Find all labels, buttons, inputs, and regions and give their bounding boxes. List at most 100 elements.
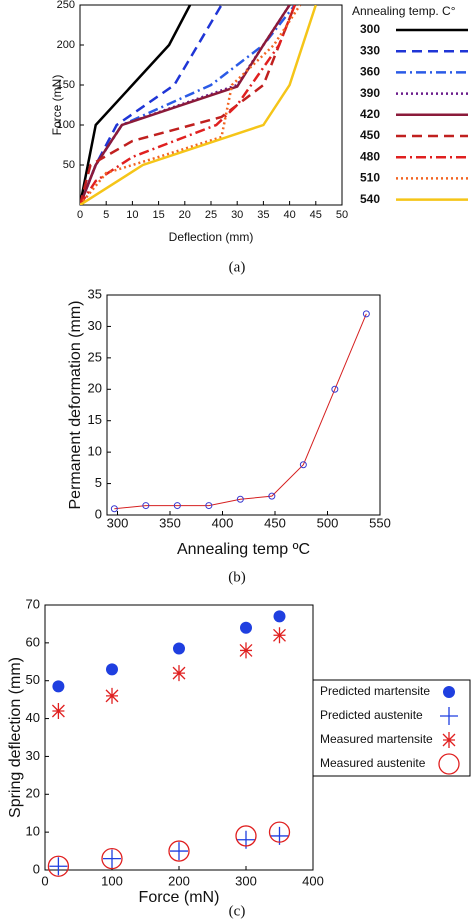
x-tick-label: 30 xyxy=(231,209,243,221)
point xyxy=(51,703,65,719)
series-line xyxy=(80,5,297,205)
y-tick-label: 50 xyxy=(63,159,75,171)
y-tick-label: 0 xyxy=(95,506,102,521)
series-line xyxy=(80,5,192,205)
y-tick-label: 15 xyxy=(88,412,102,427)
x-axis-label: Annealing temp ºC xyxy=(177,541,310,558)
y-tick-label: 50 xyxy=(26,672,40,687)
point xyxy=(236,495,244,503)
legend-label: 540 xyxy=(360,192,380,206)
plot-frame xyxy=(79,4,343,206)
point xyxy=(240,621,252,634)
x-axis-label: Force (mN) xyxy=(139,889,220,906)
y-tick-label: 0 xyxy=(33,861,40,876)
point xyxy=(273,610,286,623)
legend-label: 480 xyxy=(360,149,380,163)
x-tick-label: 200 xyxy=(168,873,190,888)
legend-label: 330 xyxy=(360,43,380,57)
point xyxy=(170,842,188,861)
legend-label: 300 xyxy=(360,22,380,36)
x-axis-label: Deflection (mm) xyxy=(169,230,254,244)
point xyxy=(49,857,68,876)
plot-frame xyxy=(106,294,381,516)
y-tick-label: 250 xyxy=(57,0,75,11)
point xyxy=(273,627,286,644)
series-line xyxy=(80,5,317,205)
point xyxy=(268,821,291,843)
x-tick-label: 550 xyxy=(369,515,391,530)
x-tick-label: 300 xyxy=(235,873,257,888)
x-tick-label: 5 xyxy=(103,209,109,221)
legend-marker xyxy=(443,686,455,698)
x-tick-label: 10 xyxy=(126,209,138,221)
series-line xyxy=(80,5,223,205)
caption: (b) xyxy=(228,569,246,585)
x-tick-label: 45 xyxy=(310,209,322,221)
series-line xyxy=(80,5,291,205)
y-tick-label: 35 xyxy=(88,286,102,301)
x-tick-label: 40 xyxy=(283,209,295,221)
y-tick-label: 10 xyxy=(88,444,102,459)
legend-label: Measured martensite xyxy=(320,732,433,746)
point xyxy=(106,663,118,676)
x-tick-label: 20 xyxy=(179,209,191,221)
point xyxy=(52,680,65,693)
series-line xyxy=(80,5,302,205)
point xyxy=(172,665,186,682)
x-tick-label: 450 xyxy=(264,515,286,530)
caption: (c) xyxy=(229,903,246,919)
x-tick-label: 25 xyxy=(205,209,217,221)
legend-label: Predicted austenite xyxy=(320,708,423,722)
point xyxy=(331,385,339,393)
y-tick-label: 10 xyxy=(26,824,40,839)
series-line xyxy=(114,313,367,510)
point xyxy=(105,687,119,704)
y-tick-label: 200 xyxy=(57,39,75,51)
point xyxy=(168,840,190,862)
y-axis-label: Permanent deformation (mm) xyxy=(67,301,84,510)
point xyxy=(47,855,70,877)
point xyxy=(173,642,185,655)
x-tick-label: 35 xyxy=(257,209,269,221)
y-tick-label: 30 xyxy=(88,318,102,333)
point xyxy=(235,825,257,847)
x-tick-label: 15 xyxy=(152,209,164,221)
x-tick-label: 350 xyxy=(159,515,181,530)
legend-marker xyxy=(440,707,458,725)
x-tick-label: 0 xyxy=(77,209,83,221)
y-tick-label: 40 xyxy=(26,710,40,725)
legend-label: 510 xyxy=(360,171,380,185)
x-tick-label: 100 xyxy=(101,873,123,888)
y-axis-label: Spring deflection (mm) xyxy=(7,657,24,818)
x-tick-label: 400 xyxy=(302,873,324,888)
y-tick-label: 25 xyxy=(88,349,102,364)
y-tick-label: 60 xyxy=(26,634,40,649)
point xyxy=(268,492,276,500)
legend-title: Annealing temp. C° xyxy=(352,4,456,18)
series-line xyxy=(80,5,297,205)
x-tick-label: 50 xyxy=(336,209,348,221)
point xyxy=(142,502,150,510)
y-tick-label: 5 xyxy=(95,475,102,490)
x-tick-label: 300 xyxy=(107,515,129,530)
point xyxy=(362,310,370,318)
point xyxy=(110,505,118,513)
x-tick-label: 400 xyxy=(212,515,234,530)
y-axis-label: Force (mN) xyxy=(50,75,64,136)
y-tick-label: 150 xyxy=(57,79,75,91)
legend-label: 450 xyxy=(360,128,380,142)
y-tick-label: 30 xyxy=(26,748,40,763)
point xyxy=(173,502,181,510)
legend-marker xyxy=(438,753,460,775)
point xyxy=(101,847,123,870)
legend-label: 360 xyxy=(360,65,380,79)
legend-label: Measured austenite xyxy=(320,756,426,770)
y-tick-label: 20 xyxy=(88,381,102,396)
legend-label: Predicted martensite xyxy=(320,684,430,698)
point xyxy=(239,642,253,659)
series-line xyxy=(80,5,296,205)
y-tick-label: 70 xyxy=(26,596,40,611)
caption: (a) xyxy=(229,259,246,275)
legend-marker xyxy=(442,732,456,748)
y-tick-label: 20 xyxy=(26,786,40,801)
